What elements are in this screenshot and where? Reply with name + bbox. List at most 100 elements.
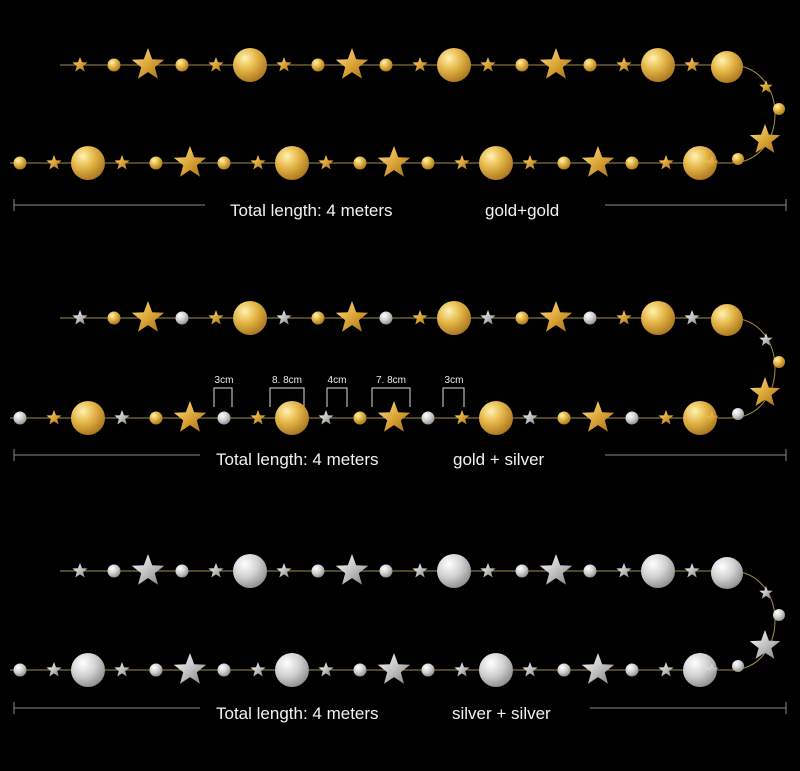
gold-circle — [732, 153, 744, 165]
length-label: Total length: 4 meters — [216, 704, 379, 723]
silver-star — [46, 662, 62, 677]
gold-star — [131, 301, 165, 332]
gold-star — [539, 48, 573, 79]
gold-star — [335, 48, 369, 79]
gold-circle — [217, 156, 231, 170]
silver-circle — [353, 663, 367, 677]
silver-star — [616, 563, 632, 578]
garland-caption-silver: Total length: 4 meters silver + silver — [0, 704, 800, 728]
gold-star — [759, 80, 773, 93]
gold-circle — [641, 48, 675, 82]
silver-star — [131, 554, 165, 585]
gold-circle — [275, 401, 309, 435]
silver-circle — [379, 311, 393, 325]
silver-circle — [773, 609, 785, 621]
gold-star — [616, 310, 632, 325]
gold-star — [581, 146, 615, 177]
gold-circle — [479, 401, 513, 435]
silver-circle — [175, 311, 189, 325]
silver-circle — [233, 554, 267, 588]
length-label: Total length: 4 meters — [216, 450, 379, 469]
gold-star — [480, 57, 496, 72]
gold-circle — [641, 301, 675, 335]
gold-star — [581, 401, 615, 432]
silver-star — [539, 554, 573, 585]
silver-circle — [107, 564, 121, 578]
silver-star — [412, 563, 428, 578]
gold-star — [173, 146, 207, 177]
silver-star — [72, 310, 88, 325]
silver-star — [759, 586, 773, 599]
silver-star — [318, 410, 334, 425]
gold-circle — [437, 48, 471, 82]
silver-star — [208, 563, 224, 578]
gold-circle — [479, 146, 513, 180]
gold-star — [46, 155, 62, 170]
color-label: gold + silver — [453, 450, 545, 469]
gold-circle — [233, 301, 267, 335]
silver-circle — [311, 564, 325, 578]
silver-circle — [421, 663, 435, 677]
silver-star — [684, 310, 700, 325]
gold-circle — [437, 301, 471, 335]
silver-circle — [71, 653, 105, 687]
gold-circle — [353, 411, 367, 425]
silver-circle — [583, 564, 597, 578]
silver-star — [276, 310, 292, 325]
gold-circle — [71, 146, 105, 180]
gold-star — [412, 57, 428, 72]
gold-circle — [515, 58, 529, 72]
silver-star — [114, 662, 130, 677]
gold-star — [539, 301, 573, 332]
gold-circle — [711, 304, 743, 336]
gold-star — [454, 410, 470, 425]
gold-circle — [311, 58, 325, 72]
silver-circle — [217, 411, 231, 425]
silver-star — [581, 653, 615, 684]
dimension-label: 8. 8cm — [271, 375, 303, 386]
gold-star — [276, 57, 292, 72]
garland-caption-gold: Total length: 4 meters gold+gold — [0, 201, 800, 225]
length-label: Total length: 4 meters — [230, 201, 393, 220]
silver-circle — [149, 663, 163, 677]
gold-circle — [683, 401, 717, 435]
silver-circle — [479, 653, 513, 687]
gold-circle — [625, 156, 639, 170]
silver-star — [377, 653, 411, 684]
gold-circle — [557, 156, 571, 170]
silver-star — [276, 563, 292, 578]
dimension-label: 7. 8cm — [375, 375, 407, 386]
silver-star — [705, 663, 719, 676]
silver-circle — [732, 408, 744, 420]
gold-star — [377, 146, 411, 177]
dimension-bracket — [326, 387, 348, 407]
gold-circle — [773, 103, 785, 115]
dimension-bracket — [269, 387, 305, 407]
gold-star — [72, 57, 88, 72]
dimension-bracket — [442, 387, 465, 407]
gold-circle — [515, 311, 529, 325]
dimension-bracket — [213, 387, 233, 407]
gold-circle — [379, 58, 393, 72]
gold-star — [173, 401, 207, 432]
gold-star — [46, 410, 62, 425]
silver-star — [250, 662, 266, 677]
silver-star — [72, 563, 88, 578]
dimension-label: 4cm — [327, 375, 347, 386]
gold-star — [705, 156, 719, 169]
gold-circle — [71, 401, 105, 435]
gold-circle — [149, 411, 163, 425]
gold-star — [658, 410, 674, 425]
silver-circle — [217, 663, 231, 677]
gold-circle — [175, 58, 189, 72]
gold-star — [616, 57, 632, 72]
gold-star — [114, 155, 130, 170]
silver-star — [522, 410, 538, 425]
gold-star — [749, 124, 781, 153]
color-label: gold+gold — [485, 201, 560, 220]
gold-circle — [421, 156, 435, 170]
gold-star — [412, 310, 428, 325]
gold-circle — [311, 311, 325, 325]
silver-circle — [683, 653, 717, 687]
gold-circle — [353, 156, 367, 170]
